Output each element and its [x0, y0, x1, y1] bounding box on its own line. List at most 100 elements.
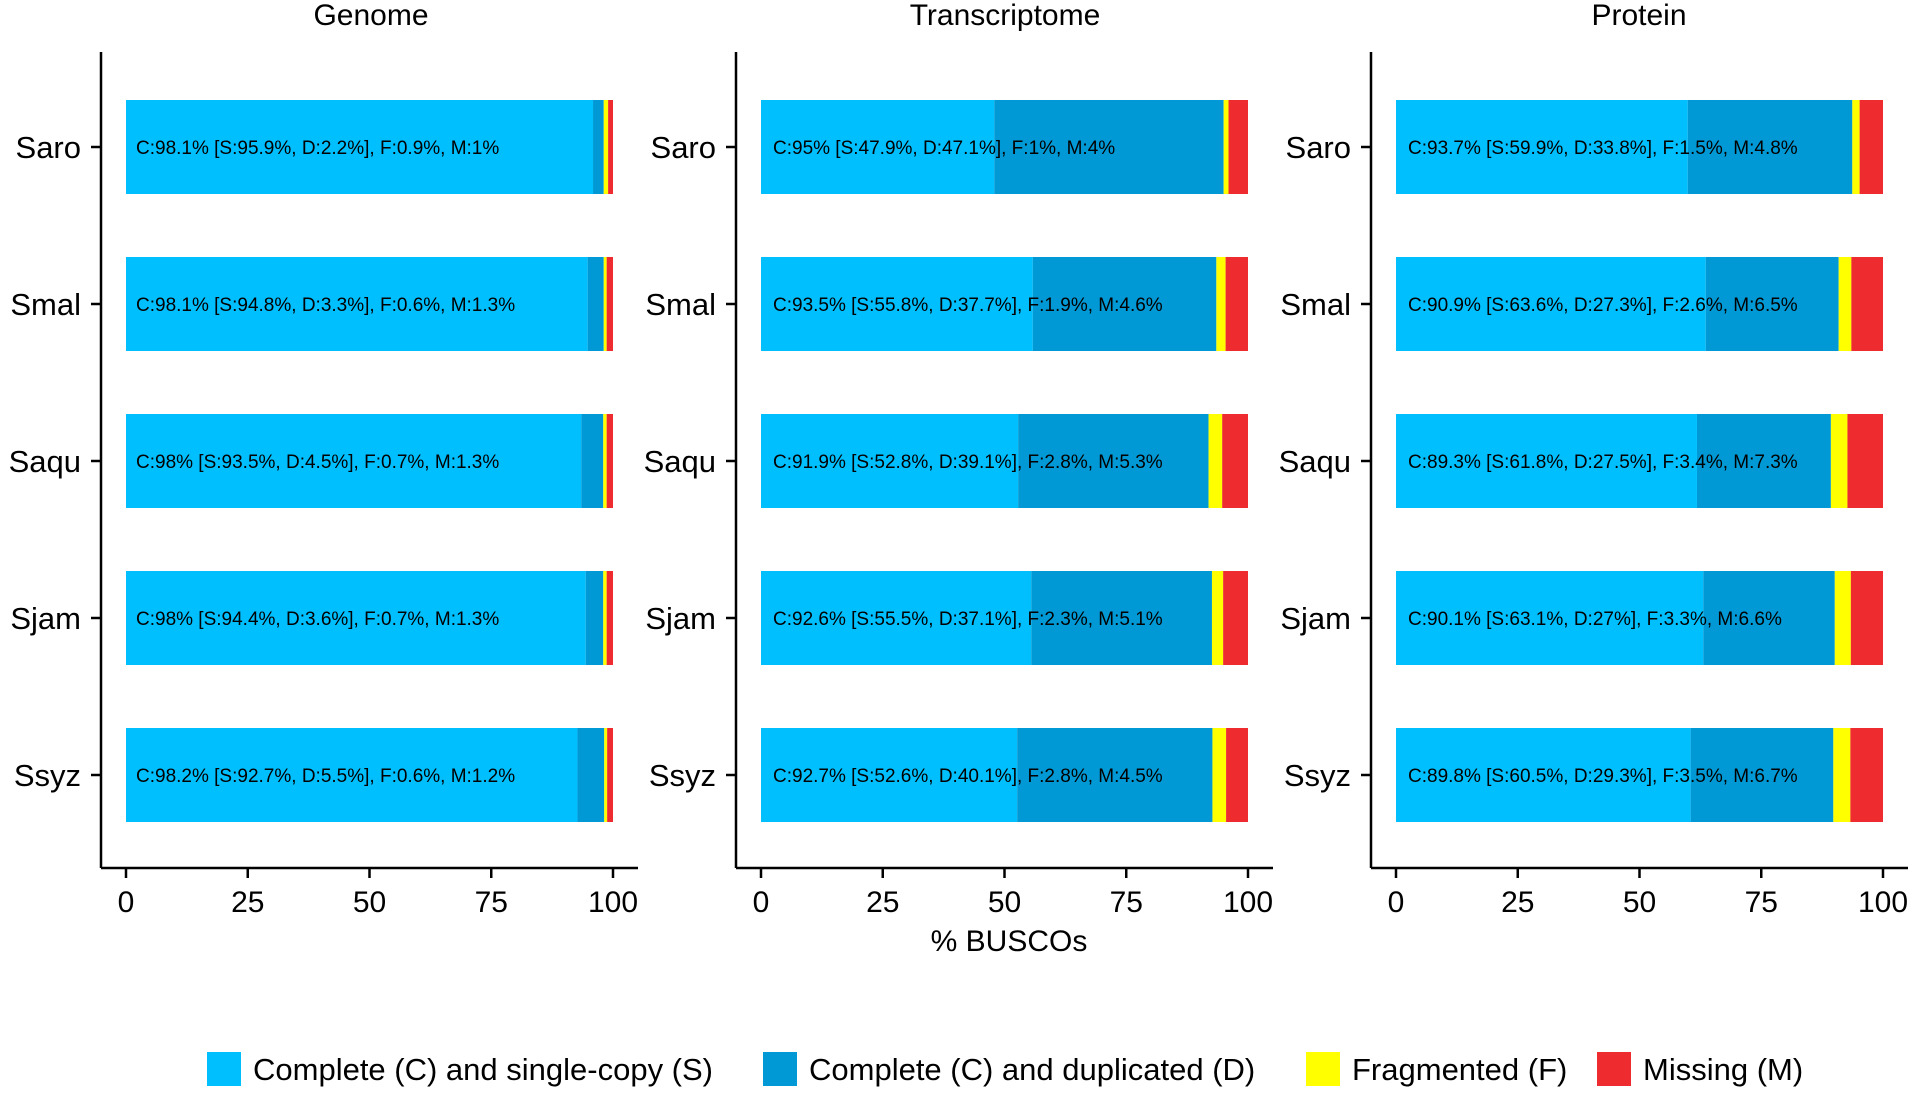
bar-transcriptome-saqu-fragmented [1208, 414, 1223, 508]
bar-genome-smal-duplicated [587, 257, 604, 351]
bar-genome-sjam-single [126, 571, 586, 665]
bar-transcriptome-saro-missing [1228, 100, 1248, 194]
data-label-transcriptome-saqu: C:91.9% [S:52.8%, D:39.1%], F:2.8%, M:5.… [773, 452, 1163, 473]
bar-protein-smal-missing [1851, 257, 1883, 351]
bar-protein-saro-duplicated [1687, 100, 1853, 194]
bar-transcriptome-saqu-missing [1222, 414, 1248, 508]
legend-key-duplicated [763, 1052, 797, 1086]
data-label-protein-saqu: C:89.3% [S:61.8%, D:27.5%], F:3.4%, M:7.… [1408, 452, 1798, 473]
bar-protein-saro-missing [1859, 100, 1883, 194]
panel-title-genome: Genome [313, 0, 429, 32]
data-label-protein-saro: C:93.7% [S:59.9%, D:33.8%], F:1.5%, M:4.… [1408, 138, 1798, 159]
legend-label-single: Complete (C) and single-copy (S) [253, 1052, 714, 1087]
bar-protein-ssyz-missing [1850, 728, 1883, 822]
bar-protein-sjam-missing [1850, 571, 1883, 665]
busco-plot-area: C:98.1% [S:95.9%, D:2.2%], F:0.9%, M:1% S… [9, 52, 1908, 919]
x-tick-label-protein-100: 100 [1858, 886, 1908, 919]
bar-protein-saqu-single [1396, 414, 1697, 508]
bar-genome-sjam-fragmented [603, 571, 607, 665]
data-label-transcriptome-ssyz: C:92.7% [S:52.6%, D:40.1%], F:2.8%, M:4.… [773, 766, 1163, 787]
y-tick-label-protein-smal: Smal [1280, 287, 1351, 322]
legend-key-missing [1597, 1052, 1631, 1086]
bar-protein-smal-single [1396, 257, 1706, 351]
data-label-genome-saro: C:98.1% [S:95.9%, D:2.2%], F:0.9%, M:1% [136, 138, 499, 159]
bar-transcriptome-saro-fragmented [1223, 100, 1229, 194]
bar-protein-sjam-fragmented [1834, 571, 1851, 665]
bar-protein-smal-duplicated [1705, 257, 1839, 351]
bar-transcriptome-saqu-single [761, 414, 1019, 508]
bar-transcriptome-ssyz-missing [1226, 728, 1248, 822]
bar-genome-smal-fragmented [603, 257, 607, 351]
bar-genome-smal-single [126, 257, 588, 351]
data-label-genome-ssyz: C:98.2% [S:92.7%, D:5.5%], F:0.6%, M:1.2… [136, 766, 515, 787]
bar-genome-saqu-single [126, 414, 582, 508]
bar-transcriptome-sjam-single [761, 571, 1032, 665]
panel-title-transcriptome: Transcriptome [909, 0, 1101, 32]
bar-genome-ssyz-duplicated [577, 728, 605, 822]
x-tick-label-genome-0: 0 [118, 886, 135, 919]
x-tick-label-transcriptome-0: 0 [753, 886, 770, 919]
bar-genome-sjam-duplicated [585, 571, 604, 665]
bar-protein-saro-fragmented [1852, 100, 1860, 194]
bar-transcriptome-sjam-missing [1223, 571, 1248, 665]
x-tick-label-genome-100: 100 [588, 886, 638, 919]
x-tick-label-transcriptome-75: 75 [1110, 886, 1143, 919]
bar-protein-ssyz-duplicated [1690, 728, 1834, 822]
bar-protein-saqu-missing [1847, 414, 1883, 508]
data-label-transcriptome-sjam: C:92.6% [S:55.5%, D:37.1%], F:2.3%, M:5.… [773, 609, 1163, 630]
y-tick-label-transcriptome-smal: Smal [645, 287, 716, 322]
bar-protein-sjam-duplicated [1703, 571, 1835, 665]
bar-genome-saro-single [126, 100, 594, 194]
y-tick-label-transcriptome-sjam: Sjam [645, 601, 716, 636]
bar-genome-saqu-fragmented [603, 414, 607, 508]
data-label-protein-sjam: C:90.1% [S:63.1%, D:27%], F:3.3%, M:6.6% [1408, 609, 1782, 630]
y-tick-label-genome-saqu: Saqu [9, 444, 81, 479]
bar-protein-sjam-single [1396, 571, 1704, 665]
x-tick-label-protein-25: 25 [1501, 886, 1534, 919]
data-label-genome-saqu: C:98% [S:93.5%, D:4.5%], F:0.7%, M:1.3% [136, 452, 499, 473]
y-tick-label-protein-ssyz: Ssyz [1284, 758, 1351, 793]
x-tick-label-transcriptome-50: 50 [988, 886, 1021, 919]
panel-title-protein: Protein [1591, 0, 1687, 32]
data-label-genome-sjam: C:98% [S:94.4%, D:3.6%], F:0.7%, M:1.3% [136, 609, 499, 630]
x-tick-label-protein-50: 50 [1623, 886, 1656, 919]
x-tick-label-transcriptome-100: 100 [1223, 886, 1273, 919]
bar-genome-sjam-missing [606, 571, 613, 665]
legend-label-duplicated: Complete (C) and duplicated (D) [809, 1052, 1256, 1087]
y-tick-label-genome-ssyz: Ssyz [14, 758, 81, 793]
bar-transcriptome-sjam-fragmented [1211, 571, 1224, 665]
data-label-transcriptome-saro: C:95% [S:47.9%, D:47.1%], F:1%, M:4% [773, 138, 1115, 159]
bar-transcriptome-smal-duplicated [1032, 257, 1217, 351]
y-tick-label-protein-sjam: Sjam [1280, 601, 1351, 636]
x-axis-label: % BUSCOs [930, 925, 1088, 958]
bar-genome-saro-fragmented [603, 100, 609, 194]
legend-key-single [207, 1052, 241, 1086]
y-tick-label-transcriptome-saqu: Saqu [644, 444, 716, 479]
y-tick-label-genome-sjam: Sjam [10, 601, 81, 636]
bar-genome-smal-missing [606, 257, 613, 351]
x-tick-label-genome-75: 75 [475, 886, 508, 919]
y-tick-label-protein-saqu: Saqu [1279, 444, 1351, 479]
bar-protein-ssyz-single [1396, 728, 1691, 822]
bar-transcriptome-smal-single [761, 257, 1033, 351]
x-tick-label-transcriptome-25: 25 [866, 886, 899, 919]
bar-genome-ssyz-missing [607, 728, 613, 822]
bar-transcriptome-smal-fragmented [1216, 257, 1226, 351]
legend-label-fragmented: Fragmented (F) [1352, 1052, 1568, 1087]
data-label-transcriptome-smal: C:93.5% [S:55.8%, D:37.7%], F:1.9%, M:4.… [773, 295, 1163, 316]
bar-genome-saro-duplicated [593, 100, 604, 194]
y-tick-label-protein-saro: Saro [1286, 130, 1351, 165]
bar-protein-ssyz-fragmented [1833, 728, 1851, 822]
legend-label-missing: Missing (M) [1643, 1052, 1804, 1087]
bar-genome-saqu-missing [606, 414, 613, 508]
bar-genome-saro-missing [608, 100, 613, 194]
legend: Complete (C) and single-copy (S) Complet… [0, 1048, 1912, 1092]
data-label-protein-ssyz: C:89.8% [S:60.5%, D:29.3%], F:3.5%, M:6.… [1408, 766, 1798, 787]
bar-protein-saqu-fragmented [1830, 414, 1848, 508]
bar-transcriptome-saqu-duplicated [1018, 414, 1209, 508]
data-label-genome-smal: C:98.1% [S:94.8%, D:3.3%], F:0.6%, M:1.3… [136, 295, 515, 316]
bar-genome-saqu-duplicated [581, 414, 604, 508]
bar-genome-ssyz-single [126, 728, 578, 822]
data-label-protein-smal: C:90.9% [S:63.6%, D:27.3%], F:2.6%, M:6.… [1408, 295, 1798, 316]
